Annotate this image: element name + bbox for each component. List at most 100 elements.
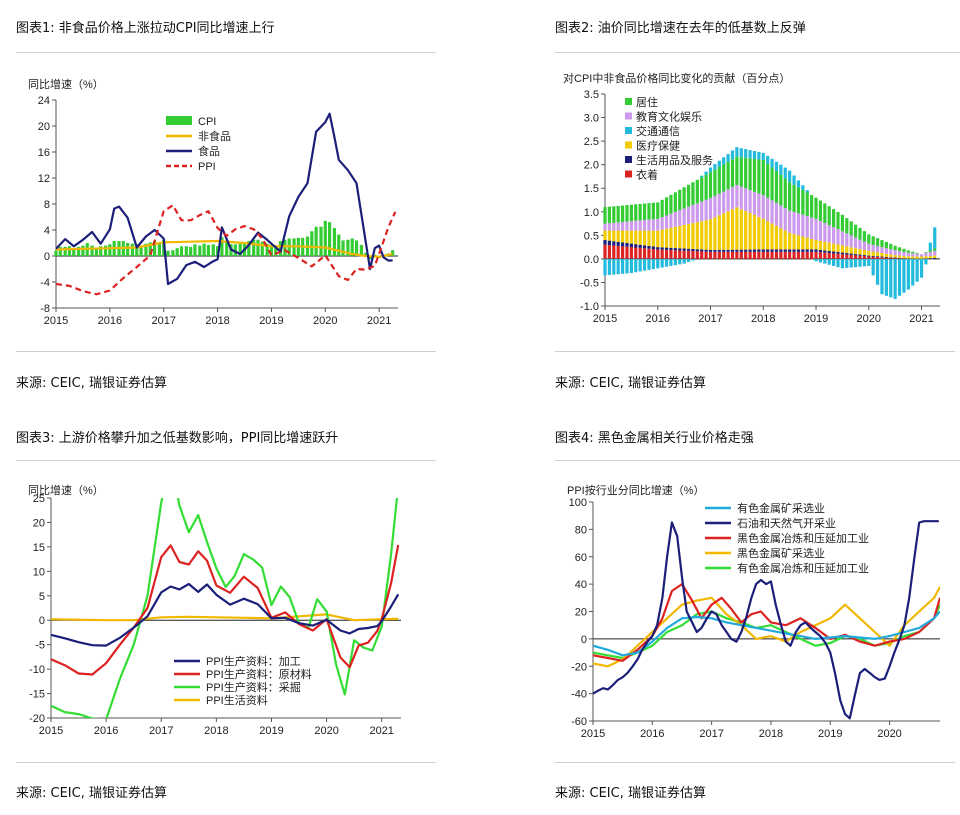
chart-2-title: 图表2: 油价同比增速在去年的低基数上反弹 — [555, 21, 806, 36]
chart-2-bar-segment — [792, 211, 796, 235]
chart-2-bar-segment — [880, 253, 884, 257]
chart-2-bar-segment — [783, 249, 787, 252]
chart-3-y-tick-label: 20 — [33, 517, 45, 529]
chart-2-bar-segment — [664, 247, 669, 250]
chart-2-bar-segment — [766, 249, 770, 252]
chart-1-cpi-bar — [166, 250, 170, 256]
chart-2-bar-segment — [928, 242, 932, 251]
chart-2-bar-segment — [924, 256, 928, 259]
chart-2-bar-segment — [845, 218, 849, 234]
chart-2-bar-segment — [818, 258, 823, 263]
chart-2-bar-segment — [853, 258, 858, 268]
chart-2-bar-segment — [612, 222, 616, 231]
chart-2-bar-segment — [889, 243, 893, 250]
chart-2-bar-segment — [691, 248, 695, 252]
chart-4-legend-label: 黑色金属矿采选业 — [737, 546, 825, 560]
chart-1-x-tick-label: 2019 — [259, 315, 283, 327]
chart-2-bar-segment — [862, 255, 866, 257]
chart-4-y-tick-label: 80 — [575, 524, 587, 536]
chart-1-cpi-bar — [310, 231, 314, 256]
chart-2-bar-segment — [752, 191, 757, 215]
chart-4-x-tick-label: 2019 — [818, 728, 842, 740]
chart-1-cpi-bar — [94, 247, 98, 256]
chart-2-bar-segment — [928, 258, 932, 259]
chart-2-bar-segment — [634, 230, 638, 245]
chart-2-bar-segment — [919, 256, 924, 259]
chart-2-bar-segment — [691, 182, 695, 206]
chart-2-bar-segment — [788, 249, 792, 252]
chart-2-bar-segment — [792, 175, 796, 185]
chart-2-bar-segment — [871, 258, 875, 276]
chart-2-bar-segment — [897, 258, 902, 296]
chart-2-bar-segment — [836, 258, 840, 268]
chart-2-bar-segment — [717, 160, 721, 168]
chart-2-bar-segment — [757, 216, 761, 250]
chart-1-x-tick-label: 2021 — [367, 315, 391, 327]
chart-2-bar-segment — [827, 206, 831, 226]
chart-2-bar-segment — [897, 258, 902, 259]
chart-2-bar-segment — [620, 205, 625, 222]
chart-1-y-tick-label: 24 — [38, 95, 50, 107]
chart-2-bar-segment — [660, 199, 664, 218]
chart-1-cpi-bar — [391, 250, 395, 256]
chart-2-bar-segment — [673, 250, 677, 259]
chart-2-bar-segment — [867, 258, 871, 266]
chart-2-bar-segment — [625, 205, 629, 222]
chart-2-bar-segment — [700, 251, 704, 259]
chart-2-bar-segment — [634, 220, 638, 231]
chart-2-bar-segment — [875, 256, 880, 258]
chart-2-bar-segment — [651, 246, 655, 250]
chart-2-bar-segment — [691, 251, 695, 259]
chart-4-legend-label: 有色金属矿采选业 — [737, 501, 825, 515]
chart-2-x-tick-label: 2017 — [698, 313, 722, 325]
chart-2-bar-segment — [603, 223, 607, 231]
chart-2-bar-segment — [708, 198, 713, 220]
chart-2-bar-segment — [836, 252, 840, 254]
chart-4-x-tick-label: 2015 — [581, 728, 605, 740]
chart-2-bar-segment — [906, 258, 910, 290]
chart-2-bar-segment — [814, 197, 818, 219]
chart-2-bar-segment — [739, 186, 743, 210]
chart-2-bar-segment — [849, 254, 853, 259]
chart-2-bar-segment — [730, 159, 735, 188]
chart-4-legend-label: 有色金属冶炼和压延加工业 — [737, 561, 869, 575]
chart-2-bar-segment — [849, 258, 853, 268]
chart-1-cpi-bar — [283, 239, 287, 256]
chart-1-cpi-bar — [144, 243, 148, 256]
chart-2-bar-segment — [678, 210, 682, 226]
chart-1-cpi-bar — [189, 246, 193, 256]
chart-2-bar-segment — [642, 245, 647, 249]
chart-2-bar-segment — [629, 230, 633, 244]
chart-3-series-0 — [51, 582, 400, 647]
chart-2-bar-segment — [664, 215, 669, 229]
chart-2-bar-segment — [691, 205, 695, 224]
chart-2-bar-segment — [919, 254, 924, 257]
chart-2-bar-segment — [752, 214, 757, 250]
chart-2-bar-segment — [704, 199, 708, 221]
chart-2-bar-segment — [713, 164, 717, 170]
chart-2-bar-segment — [818, 240, 823, 250]
chart-3-legend-label: PPI生产资料：原材料 — [206, 667, 312, 681]
chart-2-bar-segment — [730, 150, 735, 160]
chart-2-bar-segment — [915, 258, 919, 282]
chart-2-bar-segment — [739, 251, 743, 259]
chart-2-bar-segment — [713, 217, 717, 250]
chart-2-legend-label: 医疗保健 — [636, 139, 680, 153]
chart-2-bar-segment — [933, 248, 937, 251]
chart-1-y-tick-label: -4 — [40, 277, 50, 289]
chart-2-bar-segment — [757, 251, 761, 259]
chart-1-cpi-bar — [72, 248, 76, 256]
chart-1-cpi-bar — [368, 256, 372, 260]
chart-2-bar-segment — [818, 252, 823, 259]
chart-2-bar-segment — [902, 248, 906, 252]
chart-1-cpi-bar — [135, 244, 139, 256]
chart-1-legend-label: PPI — [198, 161, 216, 173]
chart-2-bar-segment — [603, 240, 607, 245]
chart-3-source: 来源: CEIC, 瑞银证券估算 — [16, 786, 167, 801]
chart-2-bar-segment — [902, 251, 906, 256]
chart-2-bar-segment — [708, 219, 713, 250]
chart-2-bar-segment — [673, 226, 677, 249]
chart-2-bar-segment — [656, 230, 660, 248]
chart-2-bar-segment — [805, 192, 809, 217]
chart-2-bar-segment — [845, 246, 849, 254]
